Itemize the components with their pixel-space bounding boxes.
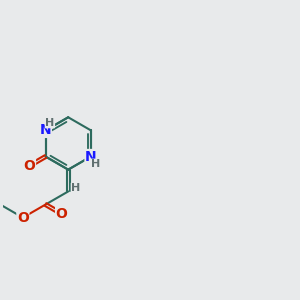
Text: N: N bbox=[40, 123, 51, 137]
Text: O: O bbox=[17, 211, 29, 225]
Text: H: H bbox=[91, 159, 100, 169]
Text: H: H bbox=[45, 118, 55, 128]
Text: O: O bbox=[24, 159, 35, 173]
Text: O: O bbox=[56, 207, 68, 221]
Text: N: N bbox=[85, 149, 97, 164]
Text: H: H bbox=[71, 183, 80, 193]
